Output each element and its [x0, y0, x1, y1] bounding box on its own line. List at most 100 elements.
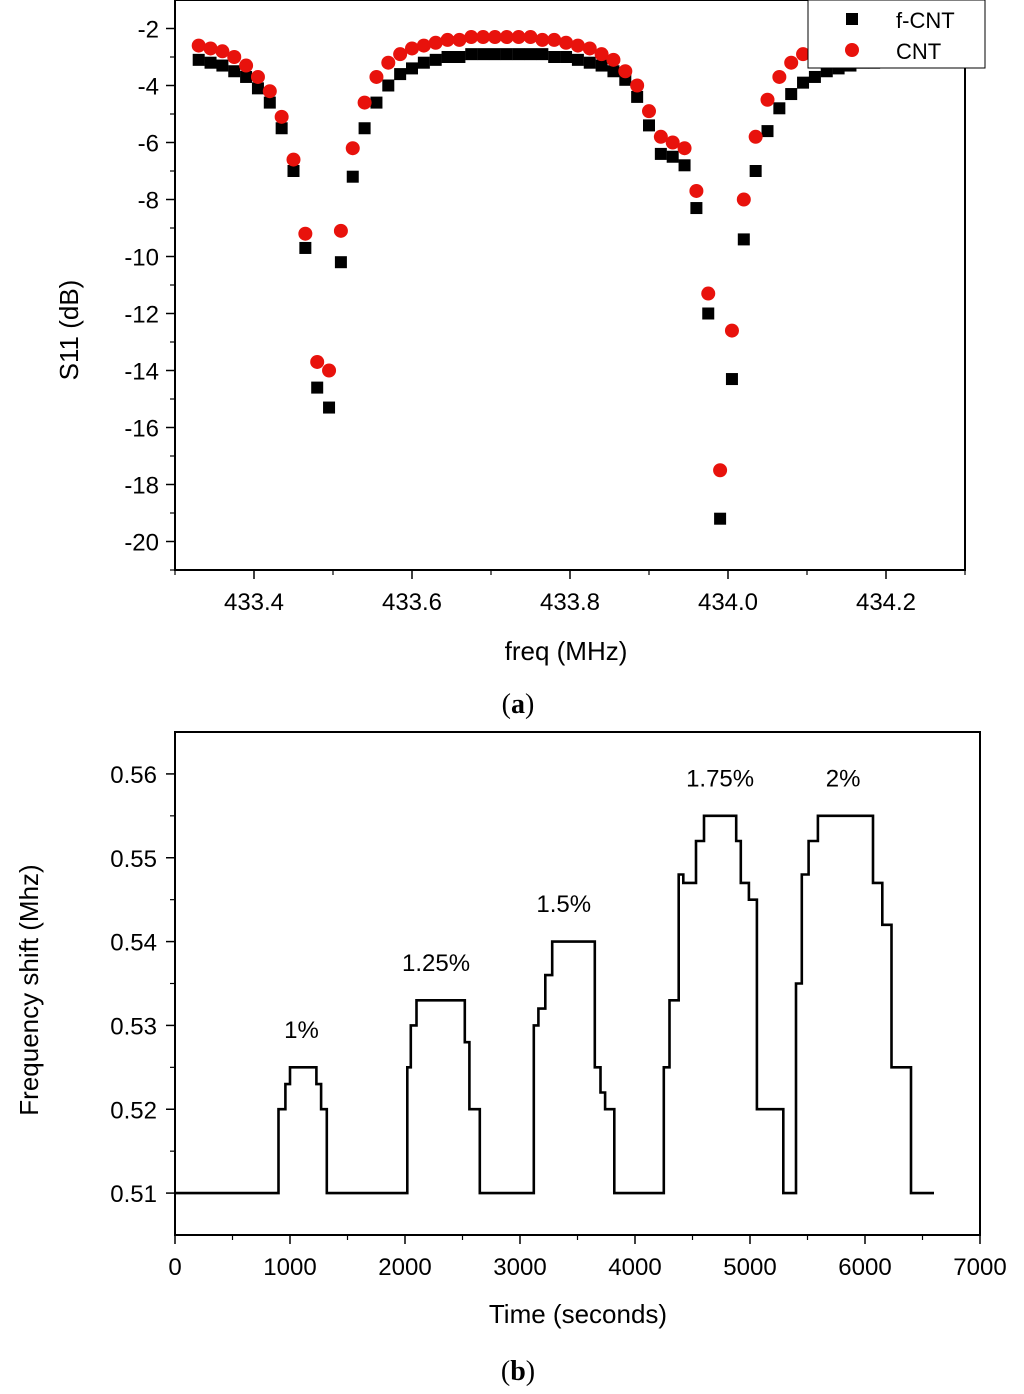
data-point-cnt — [760, 92, 775, 107]
data-point-f-cnt — [228, 65, 241, 78]
data-point-f-cnt — [571, 53, 584, 66]
data-point-f-cnt — [524, 48, 537, 61]
panel-a-chart: -2-4-6-8-10-12-14-16-18-20 433.4 433.6 433… — [54, 0, 986, 720]
data-point-f-cnt — [323, 401, 336, 414]
data-point-cnt — [772, 69, 787, 84]
data-point-f-cnt — [382, 79, 395, 92]
data-point-f-cnt — [358, 122, 371, 135]
data-point-cnt — [286, 152, 301, 167]
data-point-cnt — [250, 69, 265, 84]
data-point-f-cnt — [583, 56, 596, 69]
panel-a-legend: f-CNT CNT — [807, 0, 986, 69]
x-tick-label: 433.4 — [224, 589, 284, 616]
data-point-f-cnt — [690, 202, 703, 215]
y-tick-label: -16 — [124, 416, 159, 443]
panel-b-x-axis-label: Time (seconds) — [489, 1299, 667, 1329]
panel-a-plot-area — [174, 0, 966, 571]
x-tick-label: 433.6 — [382, 589, 442, 616]
data-point-cnt — [499, 30, 514, 45]
y-tick-label: 0.54 — [110, 930, 157, 957]
data-point-f-cnt — [334, 256, 347, 269]
data-point-f-cnt — [346, 170, 359, 183]
data-point-cnt — [570, 38, 585, 53]
data-point-cnt — [796, 47, 811, 62]
panel-a-x-axis: 433.4 433.6 433.8 434.0 434.2 — [174, 570, 966, 616]
x-tick-label: 434.0 — [698, 589, 758, 616]
data-point-f-cnt — [785, 88, 798, 101]
data-point-cnt — [203, 41, 218, 56]
y-tick-label: -14 — [124, 359, 159, 386]
data-point-cnt — [630, 78, 645, 93]
data-point-f-cnt — [749, 165, 762, 177]
data-point-f-cnt — [488, 48, 501, 61]
x-tick-label: 6000 — [838, 1254, 891, 1281]
data-point-f-cnt — [666, 150, 679, 163]
y-tick-label: -20 — [124, 530, 159, 557]
data-point-f-cnt — [512, 48, 525, 61]
data-point-cnt — [381, 55, 396, 70]
data-point-f-cnt — [311, 381, 324, 394]
panel-b-caption-letter: b — [510, 1356, 526, 1387]
data-point-cnt — [689, 183, 704, 198]
data-point-f-cnt — [465, 48, 478, 61]
data-point-cnt — [345, 141, 360, 156]
x-tick-label: 4000 — [608, 1254, 661, 1281]
y-tick-label: -8 — [138, 188, 159, 215]
panel-b-plot-area — [174, 731, 981, 1236]
data-point-cnt — [262, 84, 277, 99]
data-point-f-cnt — [761, 125, 774, 138]
data-point-cnt — [452, 32, 467, 47]
concentration-label: 1% — [284, 1017, 319, 1044]
x-tick-label: 2000 — [378, 1254, 431, 1281]
y-tick-label: -10 — [124, 245, 159, 272]
y-tick-label: -18 — [124, 473, 159, 500]
data-point-cnt — [369, 69, 384, 84]
x-tick-label: 1000 — [263, 1254, 316, 1281]
data-point-f-cnt — [429, 53, 442, 66]
data-point-f-cnt — [275, 122, 288, 135]
y-tick-label: -6 — [138, 131, 159, 158]
data-point-f-cnt — [192, 53, 205, 66]
data-point-f-cnt — [607, 65, 620, 78]
data-point-cnt — [748, 129, 763, 144]
panel-b-chart: 0.51 0.52 0.53 0.54 0.55 0.56 0 1000 2000 3000 40… — [14, 731, 1007, 1387]
panel-a-caption-letter: a — [511, 689, 525, 720]
data-point-cnt — [535, 32, 550, 47]
panel-b-caption: (b) — [501, 1356, 535, 1387]
data-point-cnt — [464, 30, 479, 45]
data-point-f-cnt — [299, 241, 312, 254]
data-point-cnt — [310, 354, 325, 369]
data-point-cnt — [298, 226, 313, 241]
data-point-f-cnt — [714, 512, 727, 525]
panel-a-caption: (a) — [502, 689, 535, 720]
data-point-cnt — [701, 286, 716, 301]
data-point-f-cnt — [453, 51, 466, 63]
data-point-cnt — [428, 35, 443, 50]
data-point-cnt — [736, 192, 751, 207]
panel-a-y-axis-label: S11 (dB) — [54, 280, 84, 381]
x-tick-label: 5000 — [723, 1254, 776, 1281]
data-point-f-cnt — [536, 48, 549, 61]
legend-label-f-cnt: f-CNT — [896, 8, 955, 33]
y-tick-label: 0.52 — [110, 1097, 157, 1124]
y-tick-label: 0.53 — [110, 1013, 157, 1040]
data-point-f-cnt — [643, 119, 655, 132]
y-tick-label: 0.51 — [110, 1181, 157, 1208]
data-point-cnt — [653, 129, 668, 144]
data-point-f-cnt — [477, 48, 490, 61]
data-point-f-cnt — [797, 76, 810, 89]
panel-a-x-axis-label: freq (MHz) — [505, 636, 628, 666]
data-point-f-cnt — [548, 51, 561, 63]
data-point-cnt — [274, 109, 289, 124]
data-point-cnt — [393, 47, 408, 62]
data-point-f-cnt — [500, 48, 513, 61]
data-point-f-cnt — [240, 70, 253, 83]
data-point-f-cnt — [406, 62, 418, 75]
data-point-f-cnt — [678, 159, 691, 172]
data-point-cnt — [239, 58, 254, 73]
y-tick-label: 0.55 — [110, 846, 157, 873]
data-point-f-cnt — [394, 68, 407, 81]
data-point-f-cnt — [808, 70, 821, 83]
data-point-cnt — [582, 41, 597, 56]
legend-label-cnt: CNT — [896, 39, 941, 64]
